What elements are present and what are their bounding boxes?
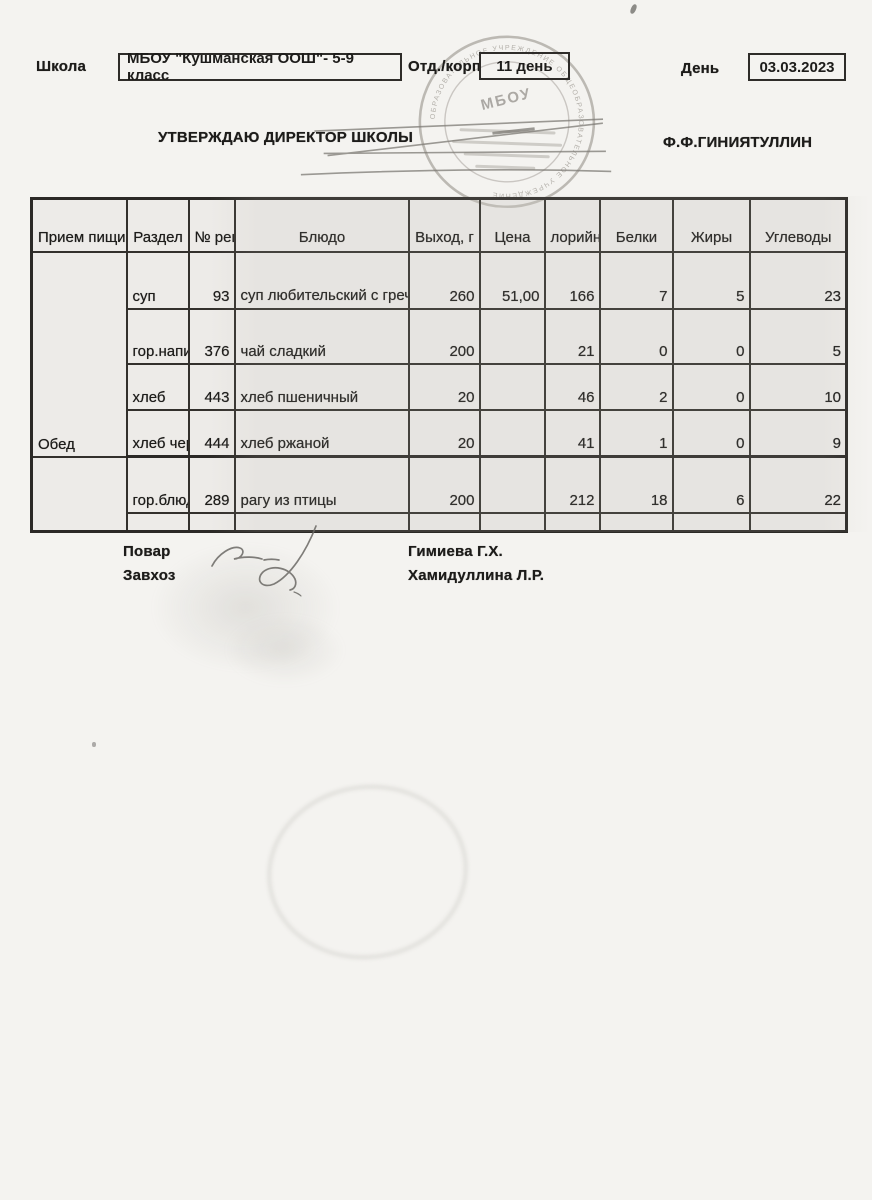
- section-cell: гор.блюд: [125, 455, 190, 514]
- fat-cell: 5: [671, 250, 751, 310]
- fat-cell: 6: [671, 455, 751, 514]
- price-cell: [478, 307, 546, 365]
- price-cell: [478, 362, 546, 411]
- empty-cell: [598, 511, 674, 533]
- calories-cell: 41: [543, 408, 601, 458]
- stamp-center-text: МБОУ: [479, 85, 533, 114]
- fat-cell: 0: [671, 362, 751, 411]
- price-cell: 51,00: [478, 250, 546, 310]
- dish-cell: суп любительский с гречневой крупой на м…: [233, 250, 410, 310]
- carbs-cell: 10: [748, 362, 848, 411]
- fat-cell: 0: [671, 307, 751, 365]
- col-header-price: Цена: [478, 197, 546, 253]
- recipe-cell: 443: [187, 362, 236, 411]
- steward-name: Хамидуллина Л.Р.: [408, 567, 545, 584]
- school-label: Школа: [36, 58, 87, 75]
- section-cell: хлеб: [125, 362, 190, 411]
- output-cell: 200: [407, 307, 481, 365]
- col-header-fat: Жиры: [671, 197, 751, 253]
- section-cell: гор.напит: [125, 307, 190, 365]
- col-header-dish: Блюдо: [233, 197, 410, 253]
- protein-cell: 7: [598, 250, 674, 310]
- dept-value: 11 день: [496, 57, 553, 75]
- meal-cell: [30, 455, 128, 533]
- day-value-box: 03.03.2023: [748, 53, 846, 81]
- price-cell: [478, 455, 546, 514]
- school-value: МБОУ "Кушманская ООШ"- 5-9 класс: [127, 50, 354, 84]
- empty-cell: [671, 511, 751, 533]
- section-cell: суп: [125, 250, 190, 310]
- fat-cell: 0: [671, 408, 751, 458]
- col-header-output: Выход, г: [407, 197, 481, 253]
- price-cell: [478, 408, 546, 458]
- table-row: Обед суп 93 суп любительский с гречневой…: [30, 250, 848, 458]
- protein-cell: 0: [598, 307, 674, 365]
- meal-cell: Обед: [30, 250, 128, 458]
- table-header-row: Прием пищи Раздел № рец Блюдо Выход, г Ц…: [30, 197, 848, 253]
- empty-cell: [125, 511, 190, 533]
- recipe-cell: 376: [187, 307, 236, 365]
- dept-value-box: 11 день: [479, 52, 570, 80]
- col-header-carbs: Углеводы: [748, 197, 848, 253]
- ink-speck: [629, 3, 638, 15]
- dish-cell: чай сладкий: [233, 307, 410, 365]
- calories-cell: 46: [543, 362, 601, 411]
- calories-cell: 21: [543, 307, 601, 365]
- col-header-protein: Белки: [598, 197, 674, 253]
- recipe-cell: 444: [187, 408, 236, 458]
- school-value-box: МБОУ "Кушманская ООШ"- 5-9 класс: [118, 50, 402, 84]
- day-value: 03.03.2023: [759, 58, 835, 76]
- col-header-recipe: № рец: [187, 197, 236, 253]
- day-label: День: [681, 60, 720, 77]
- output-cell: 200: [407, 455, 481, 514]
- dish-cell: рагу из птицы: [233, 455, 410, 514]
- approval-line: УТВЕРЖДАЮ ДИРЕКТОР ШКОЛЫ: [158, 129, 414, 146]
- col-header-meal: Прием пищи: [30, 197, 128, 253]
- recipe-cell: 93: [187, 250, 236, 310]
- carbs-cell: 5: [748, 307, 848, 365]
- faint-stamp-smudge: [200, 600, 370, 700]
- table-row: хлеб черн 444 хлеб ржаной 20 41 1 0 9: [32, 408, 848, 458]
- stamp-signature-strokes: [300, 118, 612, 176]
- empty-cell: [748, 511, 848, 533]
- protein-cell: 18: [598, 455, 674, 514]
- empty-cell: [478, 511, 546, 533]
- protein-cell: 2: [598, 362, 674, 411]
- cook-label: Повар: [123, 543, 171, 560]
- ghost-stamp-ring: [256, 772, 479, 972]
- output-cell: 20: [407, 362, 481, 411]
- col-header-calories: лорийно: [543, 197, 601, 253]
- col-header-section: Раздел: [125, 197, 190, 253]
- recipe-cell: 289: [187, 455, 236, 514]
- empty-cell: [233, 511, 410, 533]
- ink-speck: [92, 742, 96, 747]
- carbs-cell: 23: [748, 250, 848, 310]
- steward-label: Завхоз: [123, 567, 176, 584]
- section-cell: хлеб черн: [125, 408, 190, 458]
- table-empty-row: [32, 511, 848, 533]
- carbs-cell: 9: [748, 408, 848, 458]
- output-cell: 260: [407, 250, 481, 310]
- calories-cell: 166: [543, 250, 601, 310]
- empty-cell: [187, 511, 236, 533]
- table-row: хлеб 443 хлеб пшеничный 20 46 2 0 10: [32, 362, 848, 411]
- carbs-cell: 22: [748, 455, 848, 514]
- output-cell: 20: [407, 408, 481, 458]
- dept-label: Отд./корп: [408, 58, 482, 75]
- handwritten-signature: [211, 525, 317, 597]
- table-row: гор.блюд 289 рагу из птицы 200 212 18 6 …: [30, 455, 848, 533]
- protein-cell: 1: [598, 408, 674, 458]
- cook-name: Гимиева Г.Х.: [408, 543, 503, 560]
- director-name: Ф.Ф.ГИНИЯТУЛЛИН: [663, 134, 813, 151]
- table-row: гор.напит 376 чай сладкий 200 21 0 0 5: [32, 307, 848, 365]
- dish-cell: хлеб пшеничный: [233, 362, 410, 411]
- empty-cell: [407, 511, 481, 533]
- dish-cell: хлеб ржаной: [233, 408, 410, 458]
- menu-table: Прием пищи Раздел № рец Блюдо Выход, г Ц…: [30, 197, 848, 533]
- round-seal-stamp: ОБРАЗОВАТЕЛЬНОЕ УЧРЕЖДЕНИЕ ОБЩЕОБРАЗОВАТ…: [300, 35, 612, 209]
- empty-cell: [543, 511, 601, 533]
- calories-cell: 212: [543, 455, 601, 514]
